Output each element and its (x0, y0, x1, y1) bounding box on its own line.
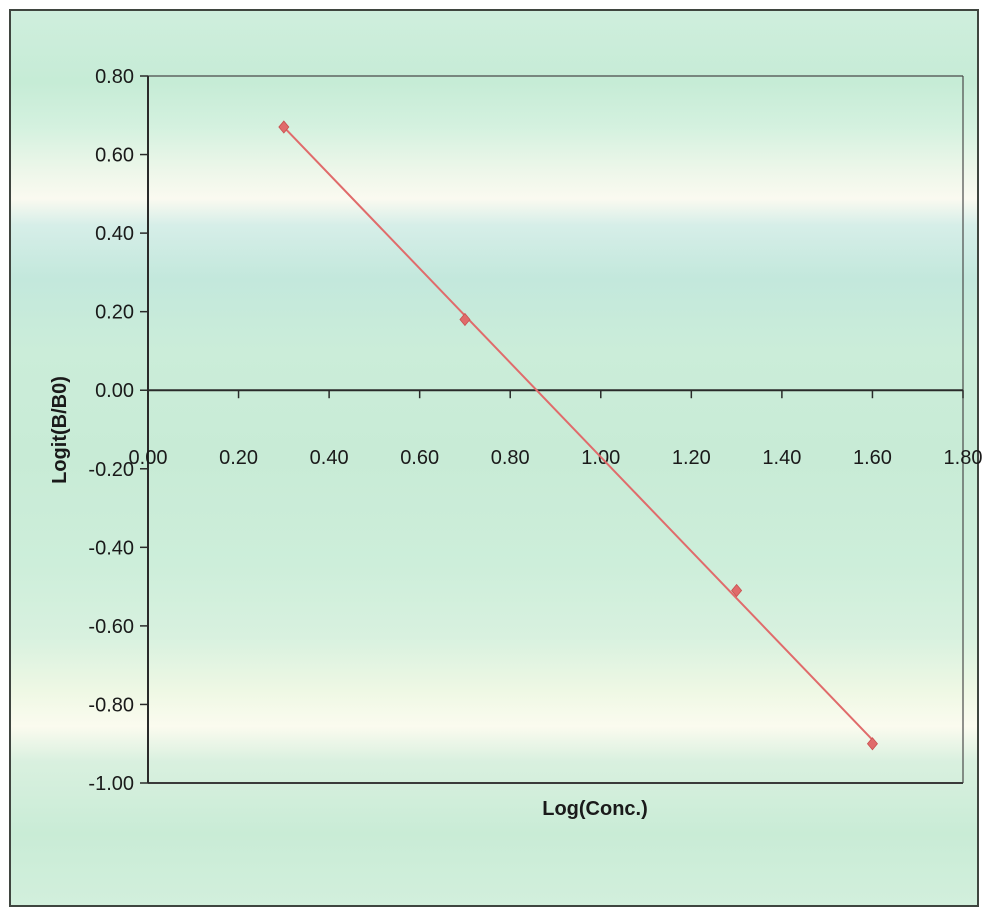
y-axis-title: Logit(B/B0) (49, 376, 71, 484)
x-tick-label: 1.80 (944, 447, 983, 469)
x-axis-title: Log(Conc.) (542, 798, 648, 820)
axes (147, 76, 963, 783)
y-tick-label: -0.80 (88, 694, 134, 716)
plot-area-border (148, 75, 964, 784)
data-point (278, 120, 290, 134)
data-point (731, 583, 743, 598)
y-tick-label: 0.40 (95, 223, 134, 245)
data-points (278, 120, 878, 751)
y-tick-label: -0.60 (88, 616, 134, 638)
x-tick-label: 0.60 (400, 447, 439, 469)
trendline-group (283, 126, 874, 741)
y-tick-label: 0.20 (95, 302, 134, 324)
trendline (283, 126, 874, 741)
x-ticks: 0.000.200.400.600.801.001.201.401.601.80 (129, 390, 983, 469)
y-tick-label: 0.80 (95, 66, 134, 88)
data-point (459, 312, 471, 327)
data-point (866, 737, 878, 751)
y-tick-label: -0.40 (88, 537, 134, 559)
x-tick-label: 1.60 (853, 447, 892, 469)
x-tick-label: 0.40 (310, 447, 349, 469)
x-tick-label: 0.80 (491, 447, 530, 469)
chart-frame (9, 9, 979, 907)
y-tick-label: 0.60 (95, 145, 134, 167)
y-tick-label: -1.00 (88, 773, 134, 795)
y-tick-label: 0.00 (95, 380, 134, 402)
y-tick-label: -0.20 (88, 459, 134, 481)
x-tick-label: 1.40 (762, 447, 801, 469)
x-tick-label: 0.20 (219, 447, 258, 469)
y-ticks: 0.80 0.60 0.40 0.20 0.00 -0.20 -0.40 -0.60 -0.80… (88, 66, 148, 795)
x-tick-label: 1.20 (672, 447, 711, 469)
x-tick-label: 0.00 (129, 447, 168, 469)
